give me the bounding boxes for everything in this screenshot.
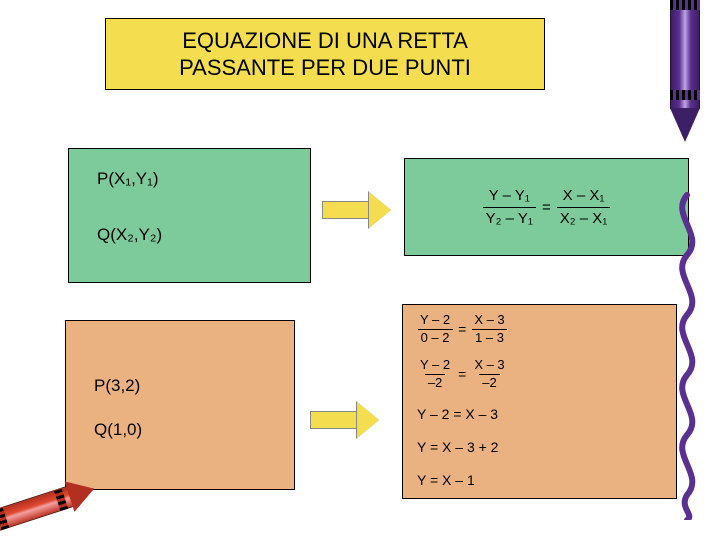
formula-equals: = <box>542 199 551 216</box>
squiggle-decoration <box>665 190 710 520</box>
formula-right-fraction: X – X₁ X₂ – X₁ <box>557 187 611 228</box>
title-box: EQUAZIONE DI UNA RETTA PASSANTE PER DUE … <box>105 18 545 90</box>
arrow-to-formula <box>322 192 392 228</box>
step-2: Y – 2–2 = X – 3–2 <box>417 358 662 390</box>
point-q-example: Q(1,0) <box>94 420 266 440</box>
derivation-steps-box: Y – 20 – 2 = X – 31 – 3 Y – 2–2 = X – 3–… <box>402 304 677 499</box>
general-formula-box: Y – Y₁ Y₂ – Y₁ = X – X₁ X₂ – X₁ <box>404 158 689 256</box>
point-p-general: P(X₁,Y₁) <box>97 169 282 189</box>
formula-left-fraction: Y – Y₁ Y₂ – Y₁ <box>483 187 536 228</box>
formula-left-numerator: Y – Y₁ <box>486 187 533 207</box>
formula-right-numerator: X – X₁ <box>560 187 608 207</box>
arrow-to-steps <box>310 402 380 438</box>
step-4: Y = X – 3 + 2 <box>417 437 662 457</box>
formula-left-denominator: Y₂ – Y₁ <box>483 207 536 228</box>
step-1: Y – 20 – 2 = X – 31 – 3 <box>417 313 662 345</box>
step-5: Y = X – 1 <box>417 470 662 490</box>
general-points-box: P(X₁,Y₁) Q(X₂,Y₂) <box>68 148 311 283</box>
title-line-1: EQUAZIONE DI UNA RETTA <box>182 27 468 55</box>
title-line-2: PASSANTE PER DUE PUNTI <box>179 54 471 82</box>
crayon-red-decoration <box>0 459 109 550</box>
formula-right-denominator: X₂ – X₁ <box>557 207 611 228</box>
crayon-purple-decoration <box>656 0 716 149</box>
step-3: Y – 2 = X – 3 <box>417 404 662 424</box>
point-q-general: Q(X₂,Y₂) <box>97 225 282 245</box>
point-p-example: P(3,2) <box>94 376 266 396</box>
example-points-box: P(3,2) Q(1,0) <box>65 320 295 490</box>
